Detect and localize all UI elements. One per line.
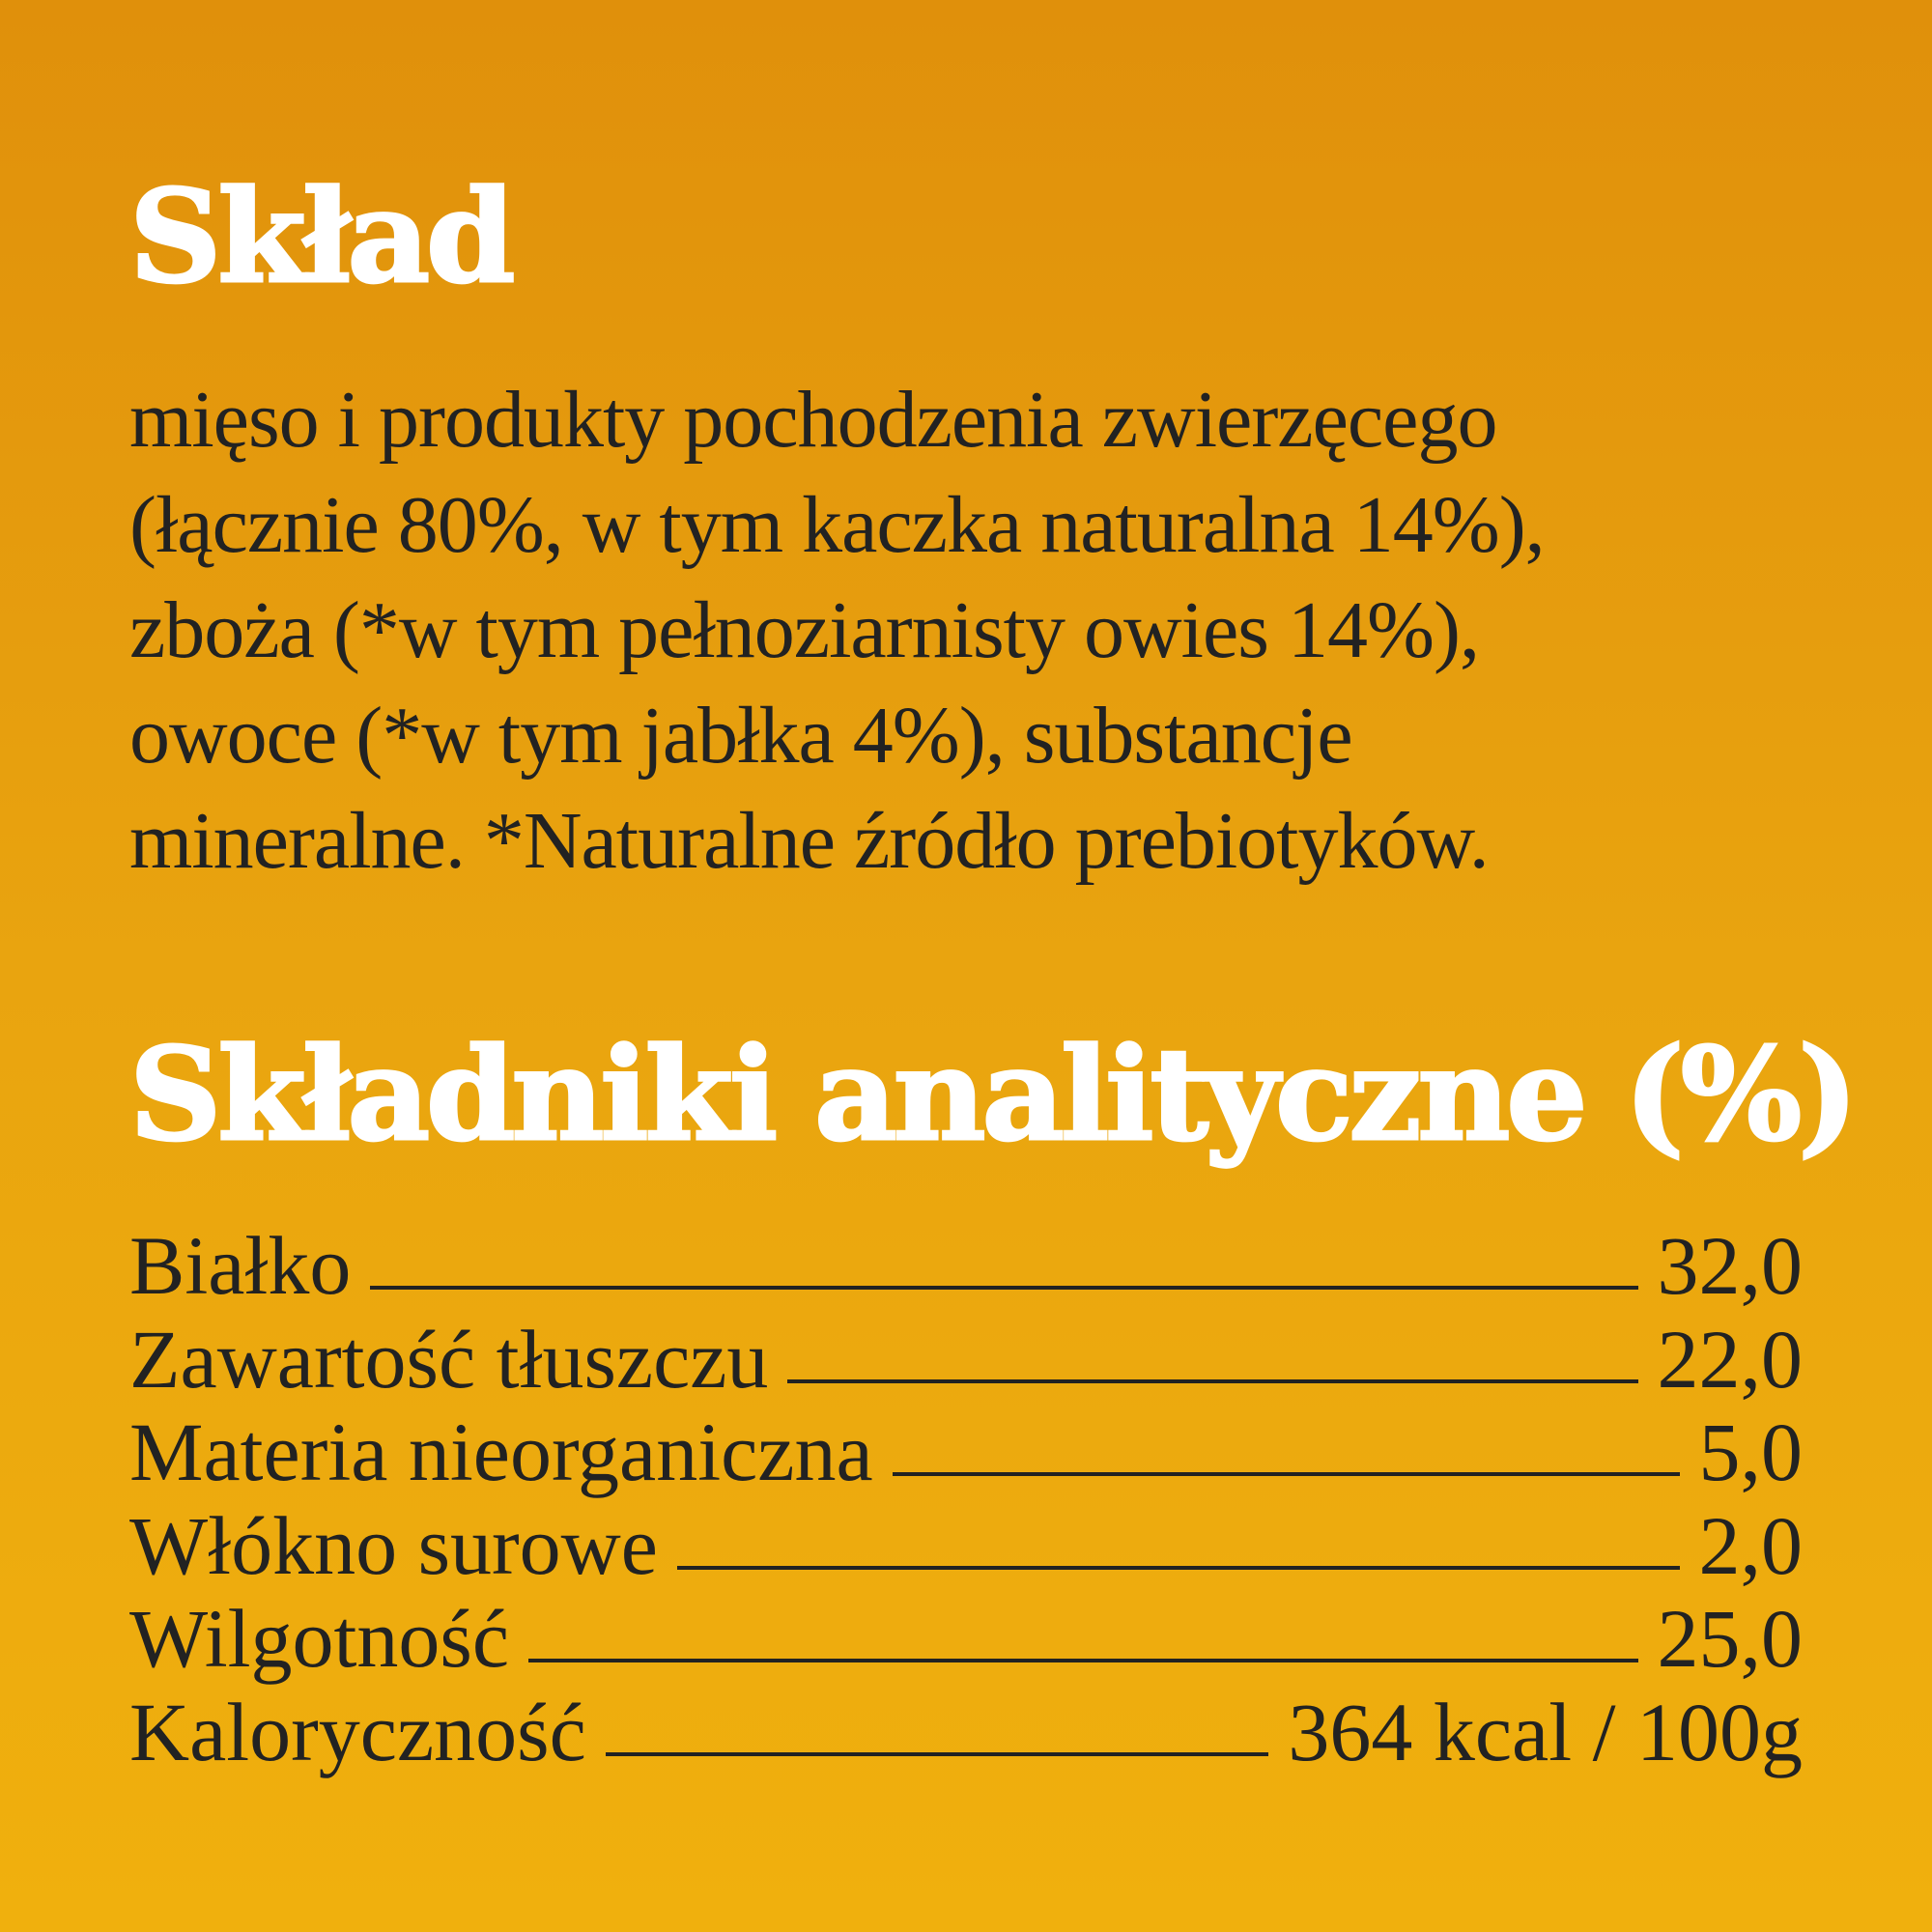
row-label: Zawartość tłuszczu bbox=[129, 1312, 769, 1406]
composition-line: owoce (*w tym jabłka 4%), substancje bbox=[129, 691, 1353, 781]
row-value: 32,0 bbox=[1657, 1219, 1804, 1312]
row-label: Białko bbox=[129, 1219, 352, 1312]
composition-line: (łącznie 80%, w tym kaczka naturalna 14%… bbox=[129, 480, 1546, 570]
analysis-row: Wilgotność 25,0 bbox=[129, 1592, 1803, 1686]
leader-line bbox=[605, 1751, 1269, 1756]
leader-line bbox=[892, 1472, 1680, 1476]
row-label: Wilgotność bbox=[129, 1592, 510, 1685]
analysis-table: Białko 32,0 Zawartość tłuszczu 22,0 Materi… bbox=[129, 1219, 1803, 1778]
row-label: Włókno surowe bbox=[129, 1498, 658, 1592]
analysis-row: Białko 32,0 bbox=[129, 1219, 1803, 1313]
row-value: 22,0 bbox=[1657, 1312, 1804, 1406]
row-value: 364 kcal / 100g bbox=[1288, 1685, 1803, 1778]
analysis-row: Zawartość tłuszczu 22,0 bbox=[129, 1313, 1803, 1406]
analysis-row: Materia nieorganiczna 5,0 bbox=[129, 1406, 1803, 1499]
analysis-row: Kaloryczność 364 kcal / 100g bbox=[129, 1686, 1803, 1779]
row-label: Materia nieorganiczna bbox=[129, 1406, 873, 1498]
leader-line bbox=[370, 1286, 1638, 1290]
composition-line: zboża (*w tym pełnoziarnisty owies 14%), bbox=[129, 585, 1480, 675]
leader-line bbox=[676, 1565, 1680, 1570]
row-value: 25,0 bbox=[1657, 1592, 1804, 1685]
composition-line: mięso i produkty pochodzenia zwierzęcego bbox=[129, 375, 1497, 465]
row-label: Kaloryczność bbox=[129, 1685, 586, 1778]
row-value: 2,0 bbox=[1698, 1498, 1804, 1592]
composition-heading: Skład bbox=[128, 162, 516, 312]
leader-line bbox=[787, 1378, 1638, 1383]
composition-text: mięso i produkty pochodzenia zwierzęcego… bbox=[129, 367, 1830, 894]
leader-line bbox=[528, 1659, 1638, 1662]
composition-line: mineralne. *Naturalne źródło prebiotyków… bbox=[129, 796, 1490, 886]
analysis-row: Włókno surowe 2,0 bbox=[129, 1499, 1803, 1593]
row-value: 5,0 bbox=[1698, 1406, 1804, 1498]
analysis-heading: Składniki analityczne (%) bbox=[128, 1020, 1861, 1170]
